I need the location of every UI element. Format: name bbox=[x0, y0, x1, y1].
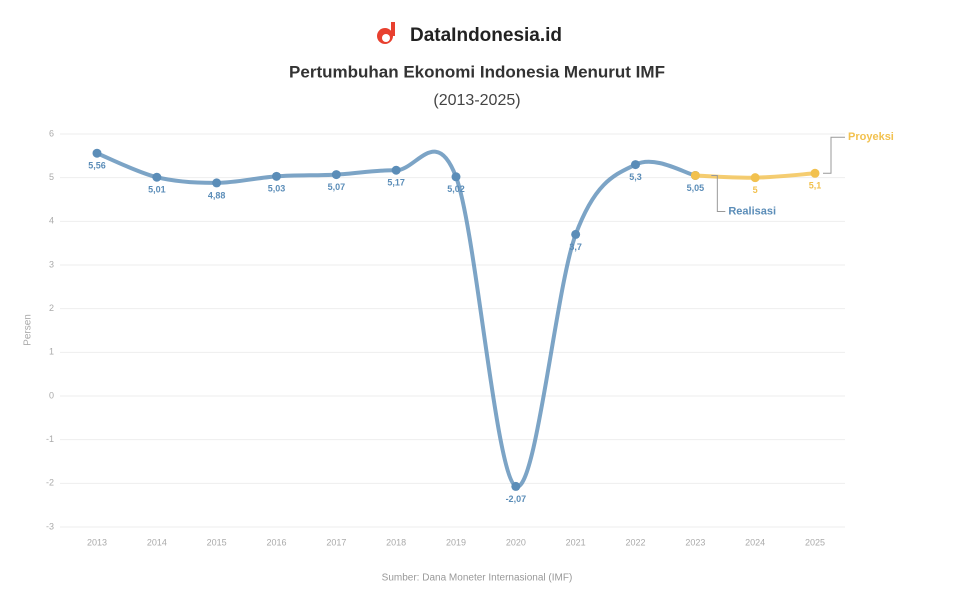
point bbox=[391, 165, 401, 175]
value-label: 5,05 bbox=[687, 183, 705, 193]
annotation-line bbox=[711, 174, 726, 212]
value-label: -2,07 bbox=[506, 494, 527, 504]
y-axis-label: Persen bbox=[23, 314, 34, 346]
point bbox=[750, 173, 760, 183]
y-tick-label: 1 bbox=[49, 347, 54, 357]
value-label: 5,02 bbox=[447, 184, 465, 194]
y-tick-label: -2 bbox=[46, 478, 54, 488]
value-label: 5 bbox=[753, 185, 758, 195]
value-label: 5,17 bbox=[387, 178, 405, 188]
x-tick-label: 2023 bbox=[685, 537, 705, 547]
chart-subtitle: (2013-2025) bbox=[433, 92, 520, 109]
x-tick-label: 2018 bbox=[386, 537, 406, 547]
x-tick-label: 2024 bbox=[745, 537, 765, 547]
legend-label: Realisasi bbox=[728, 205, 776, 217]
logo bbox=[377, 22, 395, 44]
point bbox=[331, 170, 341, 180]
value-label: 5,03 bbox=[268, 184, 286, 194]
point bbox=[631, 160, 640, 170]
chart-title: Pertumbuhan Ekonomi Indonesia Menurut IM… bbox=[289, 62, 665, 81]
point bbox=[571, 229, 581, 239]
x-tick-label: 2016 bbox=[266, 537, 286, 547]
point bbox=[451, 172, 461, 182]
x-tick-label: 2017 bbox=[326, 537, 346, 547]
point bbox=[690, 170, 700, 180]
source: Sumber: Dana Moneter Internasional (IMF) bbox=[382, 573, 573, 584]
point bbox=[92, 148, 102, 158]
value-label: 5,3 bbox=[629, 172, 642, 182]
x-tick-label: 2014 bbox=[147, 537, 167, 547]
x-tick-label: 2013 bbox=[87, 537, 107, 547]
value-label: 5,01 bbox=[148, 185, 166, 195]
value-label: 4,88 bbox=[208, 190, 226, 200]
y-tick-label: 6 bbox=[49, 128, 54, 138]
y-tick-label: 2 bbox=[49, 303, 54, 313]
x-tick-label: 2021 bbox=[566, 537, 586, 547]
value-label: 3,7 bbox=[569, 242, 582, 252]
annotation-line bbox=[823, 136, 845, 174]
line bbox=[96, 149, 696, 489]
value-label: 5,56 bbox=[88, 161, 106, 171]
y-tick-label: 0 bbox=[49, 390, 54, 400]
point bbox=[152, 172, 162, 182]
value-label: 5,07 bbox=[328, 182, 346, 192]
y-tick-label: -3 bbox=[46, 521, 54, 531]
legend-label: Proyeksi bbox=[848, 131, 894, 143]
brand: DataIndonesia.id bbox=[410, 25, 562, 46]
point bbox=[511, 481, 521, 491]
y-tick-label: 4 bbox=[49, 216, 54, 226]
x-tick-label: 2020 bbox=[506, 537, 526, 547]
value-label: 5,1 bbox=[809, 181, 822, 191]
x-tick-label: 2015 bbox=[207, 537, 227, 547]
y-tick-label: -1 bbox=[46, 434, 54, 444]
y-tick-label: 5 bbox=[49, 172, 54, 182]
point bbox=[272, 171, 281, 181]
x-tick-label: 2025 bbox=[805, 537, 825, 547]
x-tick-label: 2022 bbox=[625, 537, 645, 547]
x-tick-label: 2019 bbox=[446, 537, 466, 547]
y-tick-label: 3 bbox=[49, 259, 54, 269]
point bbox=[810, 168, 820, 178]
point bbox=[212, 178, 222, 188]
